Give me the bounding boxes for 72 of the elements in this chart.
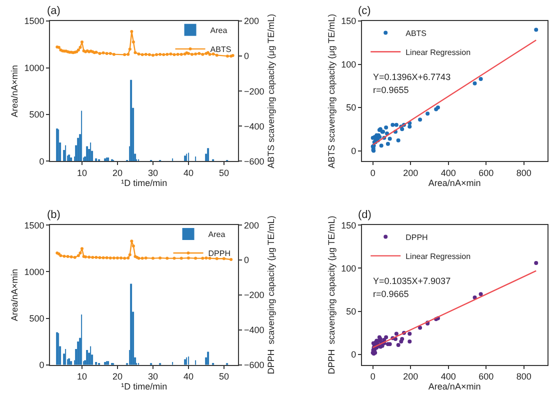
legend-label: Area <box>208 230 226 240</box>
y2-axis-title: DPPH scavenging capacity (μg TE/mL) <box>266 216 276 374</box>
x-tick-label: 30 <box>148 372 158 382</box>
legend-label: ABTS <box>210 45 232 54</box>
y-tick-label: 1000 <box>24 62 44 73</box>
y-tick-label: 50 <box>346 306 356 317</box>
x-tick-label: 10 <box>76 168 87 178</box>
y2-tick-label: 0 <box>244 51 249 62</box>
legend-label: Linear Regression <box>406 48 471 57</box>
chart-title: (d) <box>358 209 372 221</box>
y2-tick-label: 200 <box>244 220 259 230</box>
y-tick-label: 0 <box>39 360 44 370</box>
legend-label: Area <box>210 26 228 36</box>
y-axis-title: Area/nA×min <box>10 268 20 322</box>
y2-tick-label: −200 <box>244 86 264 96</box>
y-tick-label: 0 <box>39 156 44 166</box>
annotation: r=0.9655 <box>373 85 409 95</box>
y-tick-label: 0 <box>351 146 356 156</box>
y-tick-label: 500 <box>29 110 44 120</box>
x-tick-label: 600 <box>478 168 494 178</box>
x-tick-label: 20 <box>112 372 122 382</box>
y-tick-label: 1000 <box>24 266 44 277</box>
y-axis-title: ABTS scavenging capacity (μg TE/mL) <box>326 14 336 168</box>
legend-label: ABTS <box>406 28 427 38</box>
x-tick-label: 0 <box>370 372 376 382</box>
x-axis-title: Area/nA×min <box>428 382 481 392</box>
x-tick-label: 800 <box>516 372 532 382</box>
x-tick-label: 200 <box>403 168 418 178</box>
x-tick-label: 400 <box>440 372 456 382</box>
chart-title: (c) <box>358 5 371 17</box>
y-tick-label: 50 <box>346 102 356 113</box>
y2-tick-label: −600 <box>244 360 264 370</box>
y2-tick-label: −200 <box>244 290 264 300</box>
legend-label: Linear Regression <box>406 252 471 261</box>
y-tick-label: 1500 <box>24 220 44 230</box>
x-tick-label: 0 <box>370 168 376 178</box>
legend-label: DPPH <box>208 249 231 258</box>
y-tick-label: 0 <box>351 350 356 360</box>
y2-axis-title: ABTS scavenging capacity (μg TE/mL) <box>266 14 276 168</box>
x-tick-label: 10 <box>76 372 87 382</box>
y-axis-title: Area/nA×min <box>10 64 20 118</box>
x-tick-label: 600 <box>478 372 494 382</box>
annotation: Y=0.1396X+6.7743 <box>373 72 451 82</box>
x-tick-label: 50 <box>218 168 229 178</box>
y2-tick-label: −400 <box>244 121 264 132</box>
x-tick-label: 50 <box>218 372 229 382</box>
x-tick-label: 800 <box>516 168 532 178</box>
x-tick-label: 20 <box>112 168 122 178</box>
y2-tick-label: −400 <box>244 325 264 336</box>
chart-title: (b) <box>47 209 60 221</box>
annotation: r=0.9665 <box>373 289 409 299</box>
y-tick-label: 150 <box>341 220 356 230</box>
y-tick-label: 100 <box>341 59 356 70</box>
y-tick-label: 1500 <box>24 16 44 26</box>
y2-tick-label: −600 <box>244 156 264 166</box>
x-tick-label: 40 <box>183 168 194 178</box>
y2-tick-label: 0 <box>244 255 249 266</box>
annotation: Y=0.1035X+7.9037 <box>373 276 451 286</box>
x-axis-title: Area/nA×min <box>428 178 481 188</box>
x-tick-label: 30 <box>148 168 158 178</box>
x-tick-label: 200 <box>403 372 418 382</box>
x-tick-label: 40 <box>183 372 194 382</box>
y2-tick-label: 200 <box>244 16 259 26</box>
y-tick-label: 100 <box>341 263 356 274</box>
legend-label: DPPH <box>406 232 428 242</box>
y-axis-title: DPPH scavenging capacity (μg TE/mL) <box>326 216 336 374</box>
x-axis-title: ¹D time/min <box>121 382 168 392</box>
y-tick-label: 150 <box>341 16 356 26</box>
x-tick-label: 400 <box>440 168 456 178</box>
chart-title: (a) <box>47 5 60 17</box>
y-tick-label: 500 <box>29 313 44 324</box>
x-axis-title: ¹D time/min <box>121 178 168 188</box>
